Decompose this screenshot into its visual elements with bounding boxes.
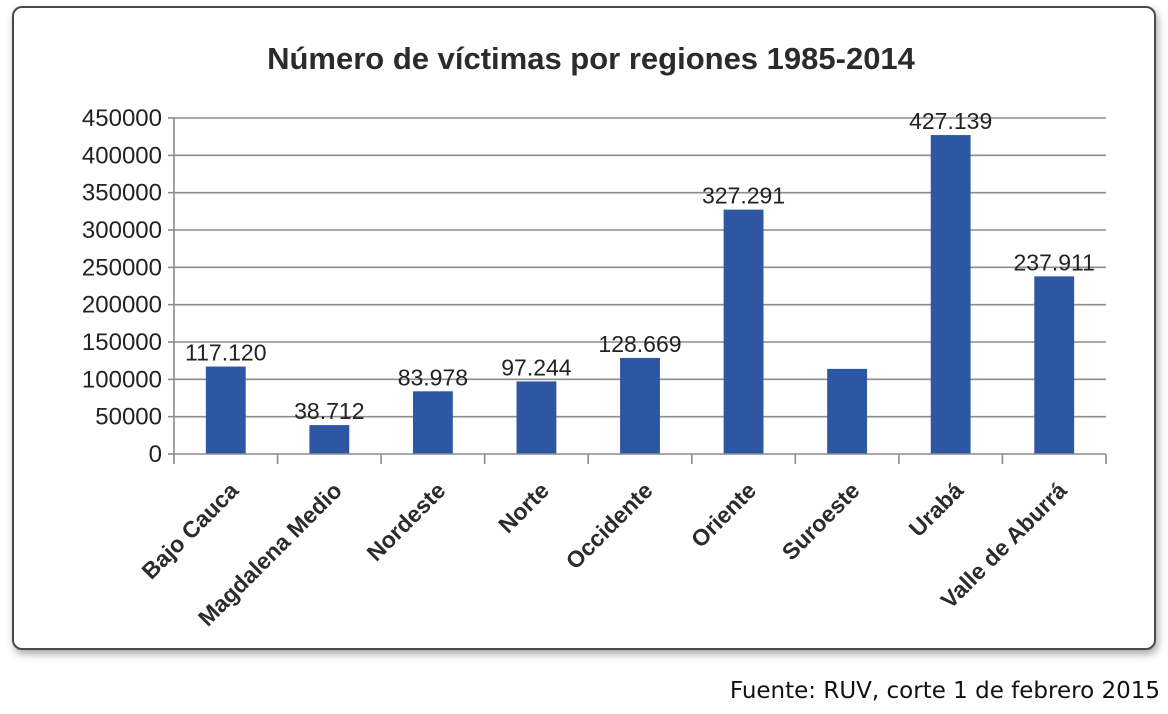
y-tick-label: 300000 (82, 217, 162, 244)
data-label: 237.911 (1014, 249, 1095, 275)
bar (930, 135, 971, 454)
data-label: 128.669 (598, 331, 681, 357)
bar (620, 357, 660, 454)
category-label: Suroeste (777, 477, 865, 565)
data-label: 327.291 (702, 183, 785, 209)
bar-chart: Número de víctimas por regiones 1985-201… (82, 41, 1107, 631)
bar (1034, 276, 1075, 454)
y-tick-label: 450000 (82, 105, 162, 132)
chart-title: Número de víctimas por regiones 1985-201… (267, 41, 916, 76)
category-label: Occidente (561, 477, 658, 574)
data-label: 83.978 (398, 364, 468, 390)
bar (309, 425, 350, 454)
data-label: 97.244 (501, 354, 572, 380)
category-label: Oriente (686, 477, 761, 552)
data-label: 427.139 (909, 108, 992, 134)
chart-frame: Número de víctimas por regiones 1985-201… (12, 6, 1156, 650)
category-label: Urabá (904, 477, 969, 542)
bar (827, 368, 868, 454)
y-tick-label: 0 (149, 441, 162, 468)
bar (723, 209, 764, 454)
y-tick-label: 400000 (82, 142, 162, 169)
bar (412, 391, 453, 454)
y-tick-label: 100000 (82, 366, 162, 393)
y-tick-label: 200000 (82, 292, 162, 319)
data-labels: 117.120 38.712 83.978 97.244 128.669 327.291 4… (185, 108, 1095, 424)
data-label: 117.120 (185, 340, 266, 366)
category-label: Bajo Cauca (136, 477, 243, 584)
category-label: Norte (493, 477, 554, 538)
data-label: 38.712 (294, 398, 364, 424)
y-axis-tick-labels: 0 50000 100000 150000 200000 250000 300000 3500… (82, 105, 162, 468)
bar (516, 381, 557, 454)
bars (205, 135, 1075, 454)
category-label: Nordeste (362, 477, 451, 566)
y-tick-label: 150000 (82, 329, 162, 356)
source-note: Fuente: RUV, corte 1 de febrero 2015 (729, 678, 1160, 704)
y-tick-label: 250000 (82, 254, 162, 281)
gridlines (174, 117, 1106, 418)
bar (205, 366, 246, 454)
y-tick-label: 50000 (95, 404, 162, 431)
y-tick-label: 350000 (82, 180, 162, 207)
axes (168, 117, 1107, 464)
